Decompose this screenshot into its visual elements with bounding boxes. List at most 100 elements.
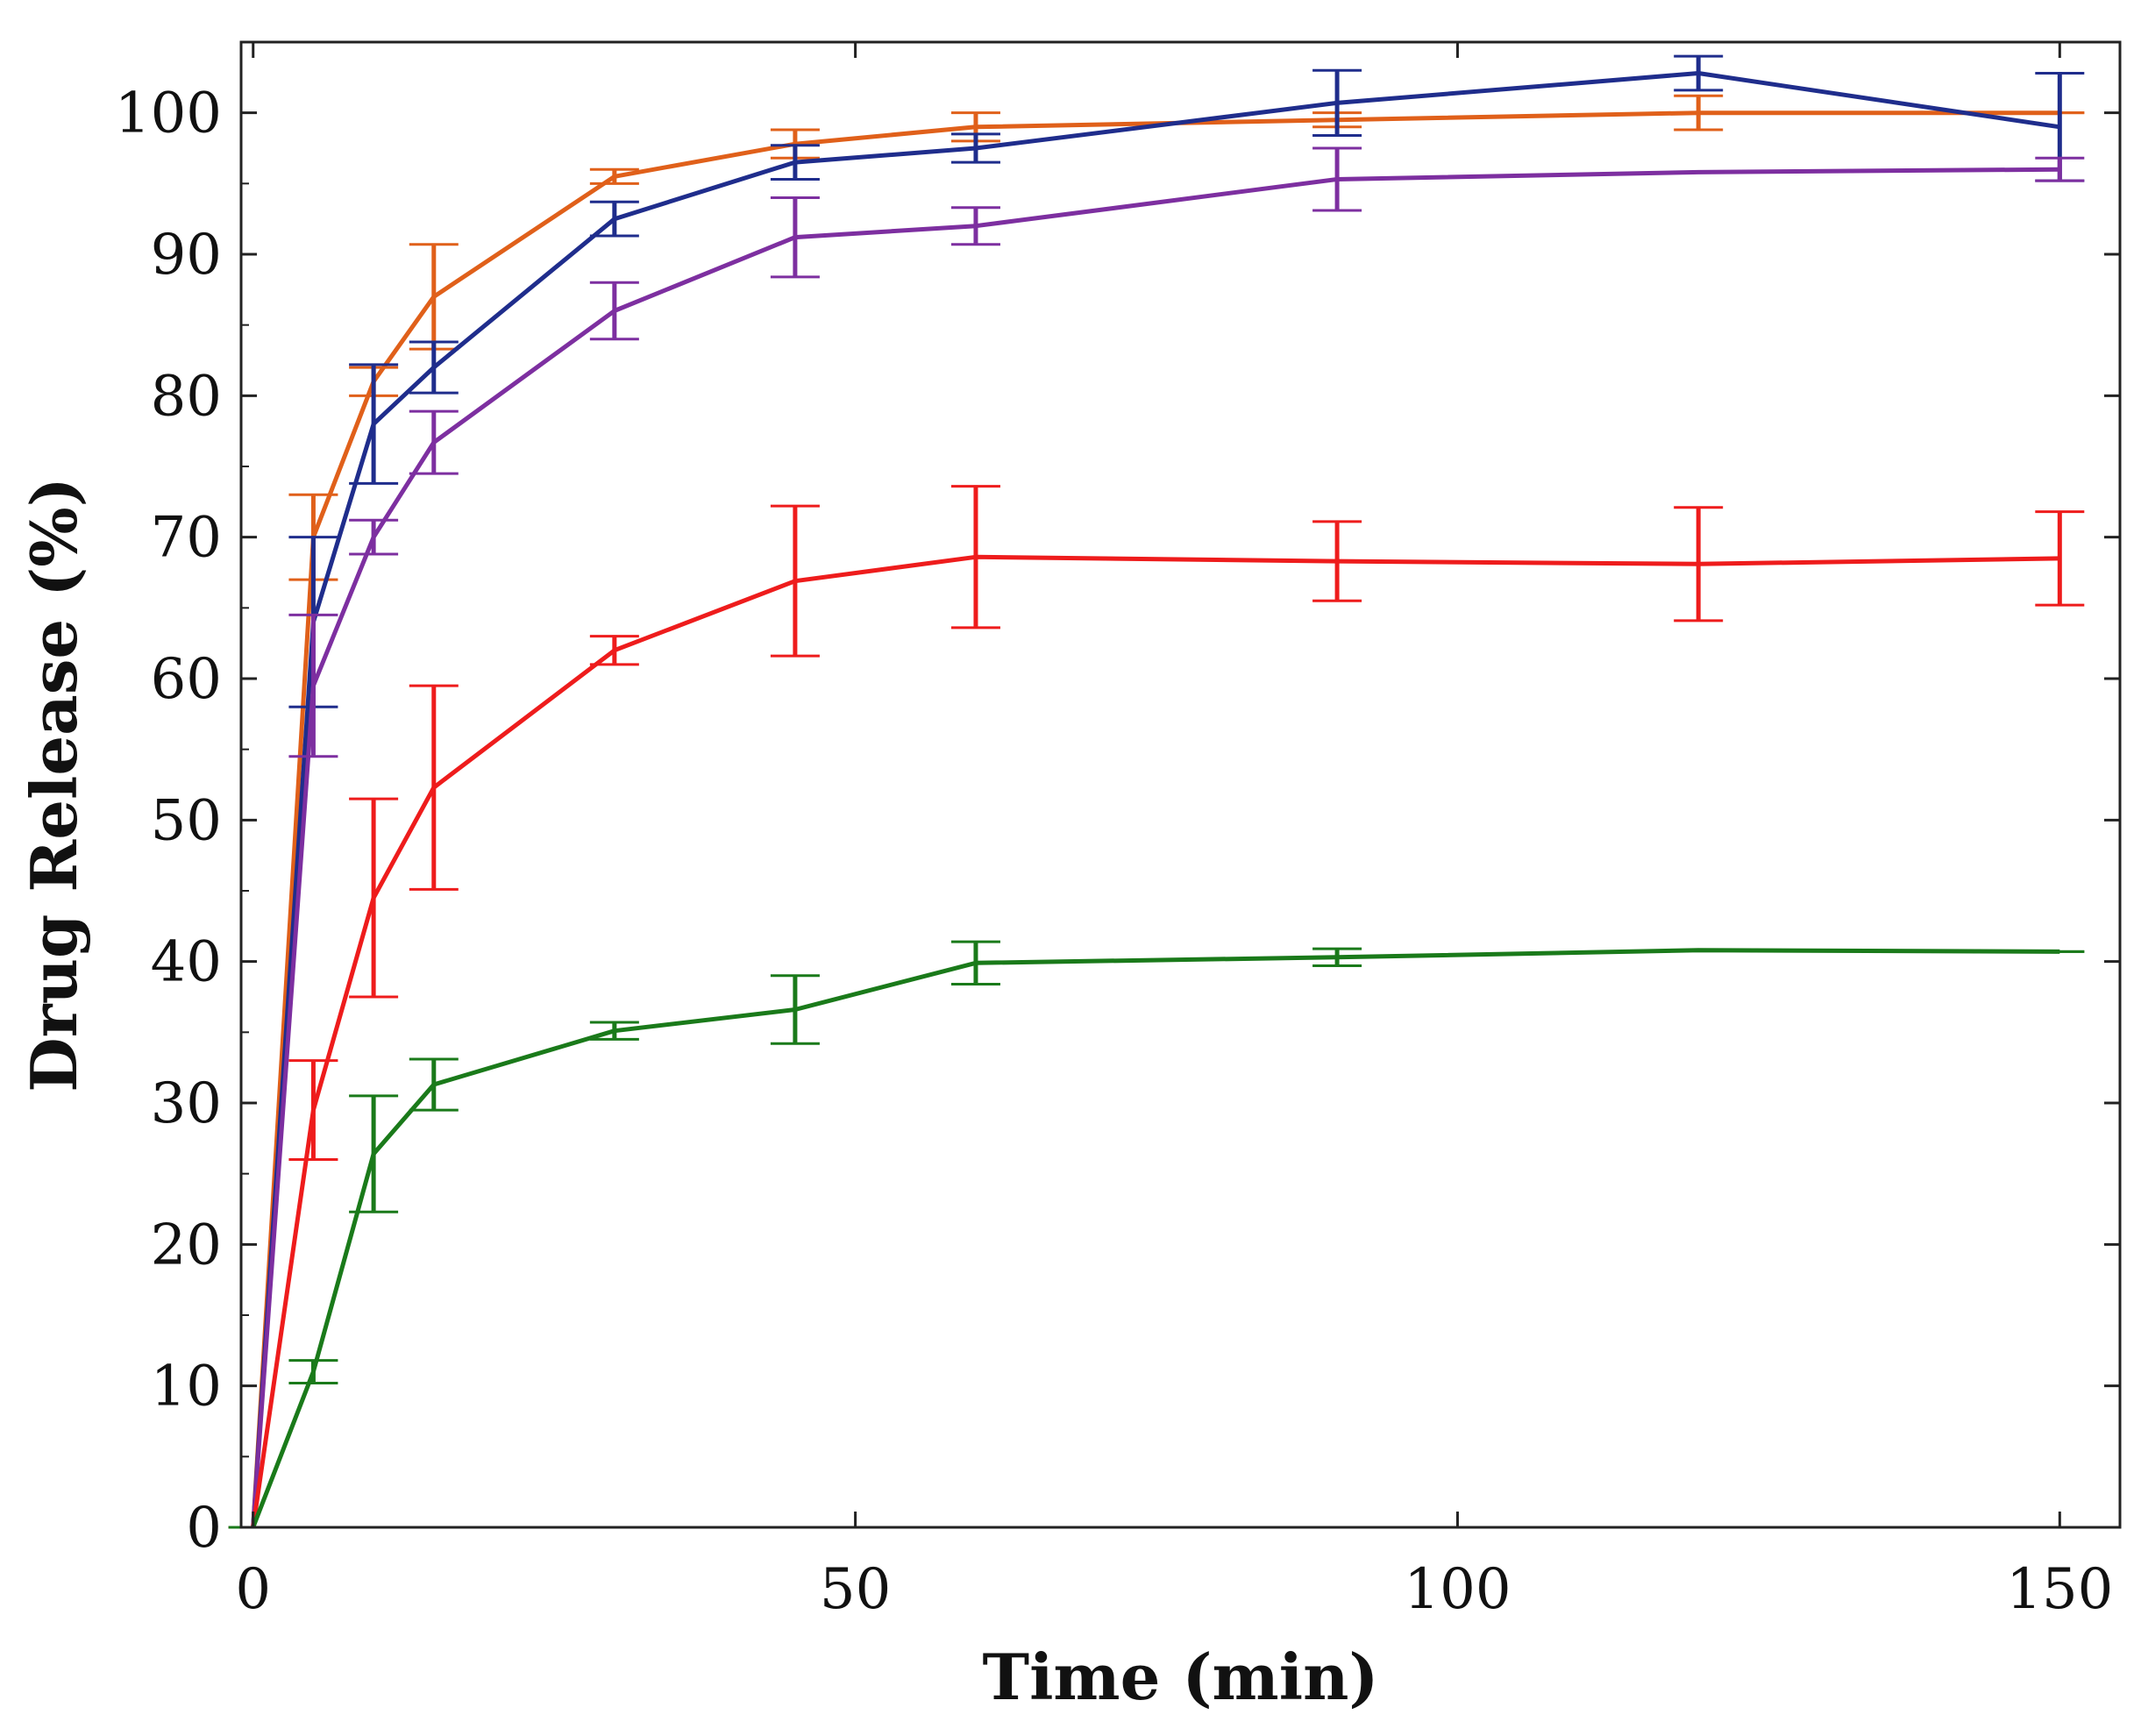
error-bar-blue [409,340,459,395]
series-red [228,485,2085,1529]
error-bar-green [2035,950,2085,953]
y-tick-label: 40 [151,930,222,995]
data-point [614,218,615,220]
data-point [433,786,435,788]
data-point [1697,112,1699,114]
data-point [1697,171,1699,173]
error-bar-blue [589,200,639,238]
error-bar-blue [349,363,399,485]
data-point [614,310,615,312]
error-bar-orange [1674,94,1724,132]
error-bar-red [409,684,459,891]
data-point [2059,168,2060,170]
y-tick-label: 50 [151,788,222,853]
series-line-purple [251,167,2060,1528]
data-point [794,1009,796,1011]
data-point [2059,126,2060,128]
error-bar-blue [1674,54,1724,92]
data-point [614,650,615,651]
data-point [794,161,796,163]
x-tick-label: 50 [820,1557,891,1622]
data-point [614,175,615,177]
series-group [228,54,2085,1529]
data-point [794,237,796,238]
data-point [614,1030,615,1032]
error-bar-purple [349,518,399,556]
data-point [975,556,977,558]
error-bar-green [409,1057,459,1112]
series-purple [228,146,2085,1529]
y-tick-label: 70 [151,506,222,571]
data-point [373,897,374,899]
x-tick-label: 0 [235,1557,271,1622]
error-bar-green [349,1094,399,1213]
error-bar-red [349,797,399,999]
series-blue [228,54,2085,1529]
error-bar-red [1312,520,1362,602]
series-orange [228,94,2085,1529]
y-tick-label: 0 [186,1496,222,1561]
error-bar-orange [589,167,639,185]
plot-frame [239,40,2122,1529]
error-bar-purple [2035,156,2085,182]
y-tick-label: 90 [151,223,222,288]
error-bar-purple [1312,146,1362,212]
y-tick-label: 80 [151,364,222,429]
x-axis-title: Time (min) [982,1640,1378,1714]
error-bar-purple [288,613,338,758]
series-green [228,940,2085,1529]
data-point [1336,178,1338,180]
data-point [794,580,796,582]
x-tick-label: 150 [2006,1557,2113,1622]
data-point [312,1109,314,1111]
data-point [975,225,977,227]
data-point [433,366,435,368]
error-bar-blue [770,144,820,181]
series-line-red [251,554,2060,1528]
data-point [433,295,435,297]
error-bar-red [288,1059,338,1162]
data-point [975,962,977,964]
error-bar-green [770,974,820,1045]
error-bar-red [1674,506,1724,623]
error-bar-blue [1312,68,1362,137]
error-bar-purple [950,206,1000,246]
data-point [975,126,977,128]
data-point [1697,563,1699,565]
error-bar-purple [770,196,820,279]
error-bar-green [950,940,1000,985]
error-bar-red [950,485,1000,630]
error-bar-green [288,1359,338,1384]
error-bar-orange [409,243,459,351]
data-point [2059,950,2060,952]
error-bar-purple [1674,170,1724,174]
data-point [312,1371,314,1373]
data-point [312,685,314,687]
x-tick-label: 100 [1404,1557,1511,1622]
error-bar-purple [589,281,639,341]
error-bar-purple [409,409,459,475]
y-tick-label: 20 [151,1213,222,1277]
data-point [2059,558,2060,559]
series-line-orange [251,110,2060,1528]
error-bar-green [589,1021,639,1041]
data-point [1697,72,1699,74]
error-bar-red [770,504,820,658]
error-bar-red [2035,510,2085,607]
error-bar-red [589,635,639,666]
error-bar-green [1312,947,1362,968]
data-point [373,1153,374,1155]
series-line-green [251,948,2060,1528]
axis-ticks: 0 10 20 30 40 50 60 70 80 90 100 0 50 100 150 [115,42,2120,1622]
series-line-blue [251,71,2060,1528]
y-tick-label: 30 [151,1071,222,1136]
data-point [433,442,435,444]
y-tick-label: 100 [115,82,222,146]
data-point [373,423,374,425]
data-point [975,147,977,149]
y-tick-label: 60 [151,647,222,712]
y-axis-title: Drug Release (%) [17,477,91,1092]
y-tick-label: 10 [151,1355,222,1419]
error-bar-blue [950,132,1000,164]
